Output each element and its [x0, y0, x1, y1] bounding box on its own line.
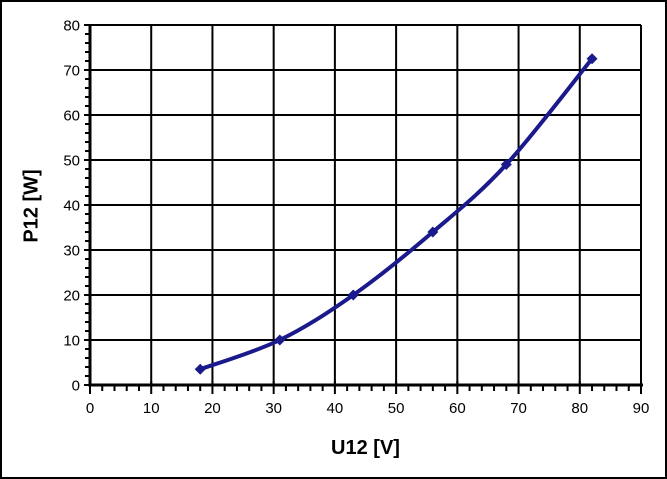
data-point-marker: [347, 289, 359, 301]
y-tick-label: 80: [63, 18, 80, 35]
data-point-marker: [274, 334, 286, 346]
x-tick-label: 20: [204, 400, 221, 417]
x-tick-label: 30: [265, 400, 282, 417]
y-tick-label: 70: [63, 63, 80, 80]
y-tick-label: 50: [63, 153, 80, 170]
y-axis-title: P12 [W]: [20, 169, 43, 243]
x-tick-label: 40: [327, 400, 344, 417]
x-tick-label: 80: [571, 400, 588, 417]
x-axis-title: U12 [V]: [331, 437, 400, 459]
data-point-marker: [500, 159, 512, 170]
x-tick-label: 0: [86, 400, 94, 417]
x-tick-label: 70: [510, 400, 527, 417]
y-tick-label: 40: [63, 198, 80, 215]
x-tick-label: 60: [449, 400, 466, 417]
x-tick-label: 50: [388, 400, 405, 417]
y-tick-label: 20: [63, 288, 80, 305]
x-tick-label: 10: [143, 400, 160, 417]
y-tick-label: 30: [63, 243, 80, 260]
y-tick-label: 60: [63, 108, 80, 125]
y-tick-label: 0: [72, 378, 80, 395]
y-tick-label: 10: [63, 333, 80, 350]
x-tick-label: 90: [633, 400, 650, 417]
data-point-marker: [194, 363, 206, 375]
data-point-marker: [427, 226, 439, 238]
data-point-marker: [586, 53, 598, 65]
